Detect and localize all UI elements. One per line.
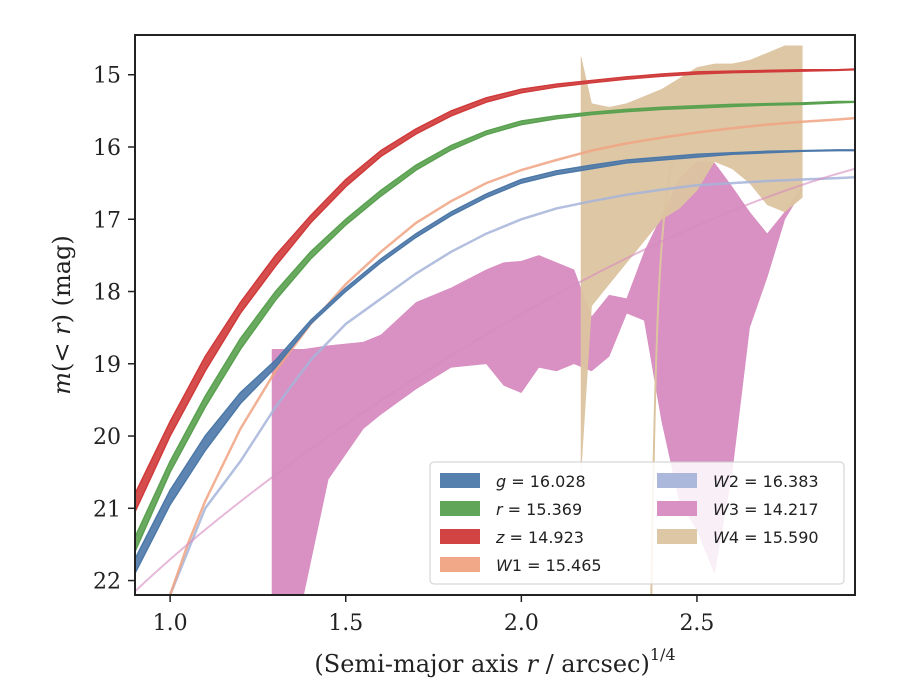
legend-label-w4: W4 = 15.590 — [713, 528, 819, 547]
series-layer — [135, 45, 855, 595]
legend-swatch-w1 — [440, 557, 480, 572]
legend-label-w2: W2 = 16.383 — [713, 472, 819, 491]
y-tick-label: 19 — [93, 353, 121, 378]
legend-swatch-w3 — [657, 501, 697, 516]
legend-label-g: g = 16.028 — [496, 472, 586, 491]
axis-ticks: 1.0 1.5 2.0 2.5 15 16 17 18 19 20 21 22 — [93, 64, 714, 636]
legend-label-r: r = 15.369 — [496, 500, 582, 519]
x-tick-label: 1.0 — [153, 611, 188, 636]
legend-label-z: z = 14.923 — [495, 528, 584, 547]
series-r-band — [135, 100, 855, 552]
x-tick-label: 2.5 — [679, 611, 714, 636]
x-tick-label: 2.0 — [504, 611, 539, 636]
y-axis-title: m(< r) (mag) — [48, 235, 76, 395]
legend-label-w1: W1 = 15.465 — [496, 556, 602, 575]
y-tick-label: 18 — [93, 281, 121, 306]
x-axis-title: (Semi-major axis r / arcsec)1/4 — [314, 645, 675, 678]
plot-frame — [134, 34, 856, 596]
legend-swatch-z — [440, 529, 480, 544]
y-tick-label: 22 — [93, 570, 121, 595]
series-z-band — [135, 68, 855, 513]
legend-box — [429, 461, 845, 585]
y-tick-label: 17 — [93, 208, 121, 233]
legend-swatch-g — [440, 473, 480, 488]
x-tick-label: 1.5 — [328, 611, 363, 636]
series-w3-line — [135, 167, 855, 593]
legend-label-w3: W3 = 14.217 — [713, 500, 819, 519]
legend-swatch-w2 — [657, 473, 697, 488]
series-g-band — [135, 149, 855, 574]
y-tick-label: 20 — [93, 425, 121, 450]
y-tick-label: 16 — [93, 136, 121, 161]
series-w2-line — [168, 176, 855, 595]
series-w1-line — [168, 116, 855, 595]
legend-swatch-w4 — [657, 529, 697, 544]
legend-swatch-r — [440, 501, 480, 516]
legend: g = 16.028 r = 15.369 z = 14.923 W1 = 15.46… — [429, 461, 845, 585]
y-tick-label: 15 — [93, 64, 121, 89]
y-tick-label: 21 — [93, 497, 121, 522]
